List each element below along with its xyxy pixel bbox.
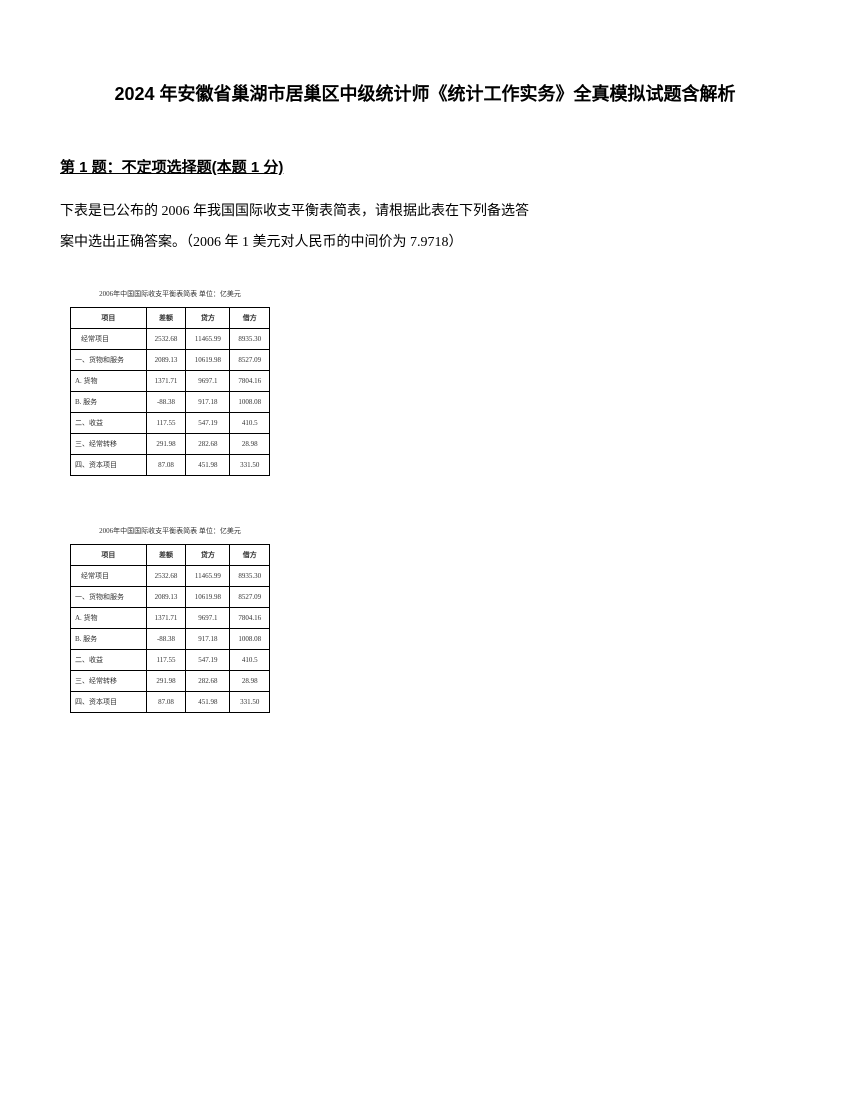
row-label: 经常项目: [71, 328, 147, 349]
table-row: B. 服务-88.38917.181008.08: [71, 391, 270, 412]
row-label: 三、经常转移: [71, 670, 147, 691]
header-debit: 借方: [230, 544, 270, 565]
row-label: B. 服务: [71, 391, 147, 412]
row-value: 291.98: [146, 433, 186, 454]
table-title-2: 2006年中国国际收支平衡表简表 单位：亿美元: [70, 526, 270, 536]
row-label: A. 货物: [71, 370, 147, 391]
table-row: B. 服务-88.38917.181008.08: [71, 628, 270, 649]
question-text: 下表是已公布的 2006 年我国国际收支平衡表简表，请根据此表在下列备选答 案中…: [60, 197, 790, 259]
row-value: 11465.99: [186, 328, 230, 349]
table-row: 三、经常转移291.98282.6828.98: [71, 670, 270, 691]
row-value: 282.68: [186, 433, 230, 454]
header-balance: 差额: [146, 544, 186, 565]
header-balance: 差额: [146, 307, 186, 328]
row-value: 9697.1: [186, 370, 230, 391]
row-value: -88.38: [146, 391, 186, 412]
table-row: 一、货物和服务2089.1310619.988527.09: [71, 349, 270, 370]
table-row: 二、收益117.55547.19410.5: [71, 649, 270, 670]
table-row: 四、资本项目87.08451.98331.50: [71, 454, 270, 475]
header-item: 项目: [71, 544, 147, 565]
row-value: 28.98: [230, 433, 270, 454]
row-label: A. 货物: [71, 607, 147, 628]
table-title-1: 2006年中国国际收支平衡表简表 单位：亿美元: [70, 289, 270, 299]
row-value: 8527.09: [230, 586, 270, 607]
row-value: 917.18: [186, 628, 230, 649]
row-value: 8935.30: [230, 328, 270, 349]
header-credit: 贷方: [186, 307, 230, 328]
table-row: 经常项目2532.6811465.998935.30: [71, 328, 270, 349]
row-label: 二、收益: [71, 412, 147, 433]
header-credit: 贷方: [186, 544, 230, 565]
row-value: 291.98: [146, 670, 186, 691]
row-value: 11465.99: [186, 565, 230, 586]
row-value: 1008.08: [230, 628, 270, 649]
row-value: 10619.98: [186, 586, 230, 607]
table-header-row: 项目 差额 贷方 借方: [71, 544, 270, 565]
row-label: 三、经常转移: [71, 433, 147, 454]
row-value: 451.98: [186, 454, 230, 475]
table-container-2: 2006年中国国际收支平衡表简表 单位：亿美元 项目 差额 贷方 借方 经常项目…: [70, 526, 790, 713]
question-header: 第 1 题：不定项选择题(本题 1 分): [60, 156, 790, 177]
row-value: -88.38: [146, 628, 186, 649]
row-value: 410.5: [230, 412, 270, 433]
table-row: 经常项目2532.6811465.998935.30: [71, 565, 270, 586]
row-value: 2089.13: [146, 349, 186, 370]
table-row: 一、货物和服务2089.1310619.988527.09: [71, 586, 270, 607]
row-label: 四、资本项目: [71, 691, 147, 712]
question-line-1: 下表是已公布的 2006 年我国国际收支平衡表简表，请根据此表在下列备选答: [60, 197, 790, 228]
row-value: 8935.30: [230, 565, 270, 586]
table-container-1: 2006年中国国际收支平衡表简表 单位：亿美元 项目 差额 贷方 借方 经常项目…: [70, 289, 790, 476]
row-value: 28.98: [230, 670, 270, 691]
balance-table-2: 项目 差额 贷方 借方 经常项目2532.6811465.998935.30一、…: [70, 544, 270, 713]
row-value: 2532.68: [146, 328, 186, 349]
balance-table-1: 项目 差额 贷方 借方 经常项目2532.6811465.998935.30一、…: [70, 307, 270, 476]
row-value: 547.19: [186, 649, 230, 670]
header-item: 项目: [71, 307, 147, 328]
row-value: 331.50: [230, 454, 270, 475]
row-value: 7804.16: [230, 370, 270, 391]
row-value: 7804.16: [230, 607, 270, 628]
row-value: 1008.08: [230, 391, 270, 412]
row-value: 2089.13: [146, 586, 186, 607]
question-line-2: 案中选出正确答案。（2006 年 1 美元对人民币的中间价为 7.9718）: [60, 228, 790, 259]
row-value: 9697.1: [186, 607, 230, 628]
row-label: 四、资本项目: [71, 454, 147, 475]
row-label: 经常项目: [71, 565, 147, 586]
row-value: 282.68: [186, 670, 230, 691]
row-value: 87.08: [146, 691, 186, 712]
row-label: B. 服务: [71, 628, 147, 649]
table-row: 二、收益117.55547.19410.5: [71, 412, 270, 433]
row-value: 547.19: [186, 412, 230, 433]
table-header-row: 项目 差额 贷方 借方: [71, 307, 270, 328]
row-value: 117.55: [146, 412, 186, 433]
row-value: 410.5: [230, 649, 270, 670]
row-value: 117.55: [146, 649, 186, 670]
row-value: 10619.98: [186, 349, 230, 370]
table-row: 三、经常转移291.98282.6828.98: [71, 433, 270, 454]
table-row: A. 货物1371.719697.17804.16: [71, 370, 270, 391]
row-value: 331.50: [230, 691, 270, 712]
row-value: 8527.09: [230, 349, 270, 370]
row-value: 1371.71: [146, 370, 186, 391]
row-label: 一、货物和服务: [71, 349, 147, 370]
row-label: 二、收益: [71, 649, 147, 670]
table-row: 四、资本项目87.08451.98331.50: [71, 691, 270, 712]
row-value: 917.18: [186, 391, 230, 412]
header-debit: 借方: [230, 307, 270, 328]
document-title: 2024 年安徽省巢湖市居巢区中级统计师《统计工作实务》全真模拟试题含解析: [60, 80, 790, 106]
row-value: 1371.71: [146, 607, 186, 628]
row-value: 87.08: [146, 454, 186, 475]
table-row: A. 货物1371.719697.17804.16: [71, 607, 270, 628]
row-label: 一、货物和服务: [71, 586, 147, 607]
row-value: 2532.68: [146, 565, 186, 586]
row-value: 451.98: [186, 691, 230, 712]
